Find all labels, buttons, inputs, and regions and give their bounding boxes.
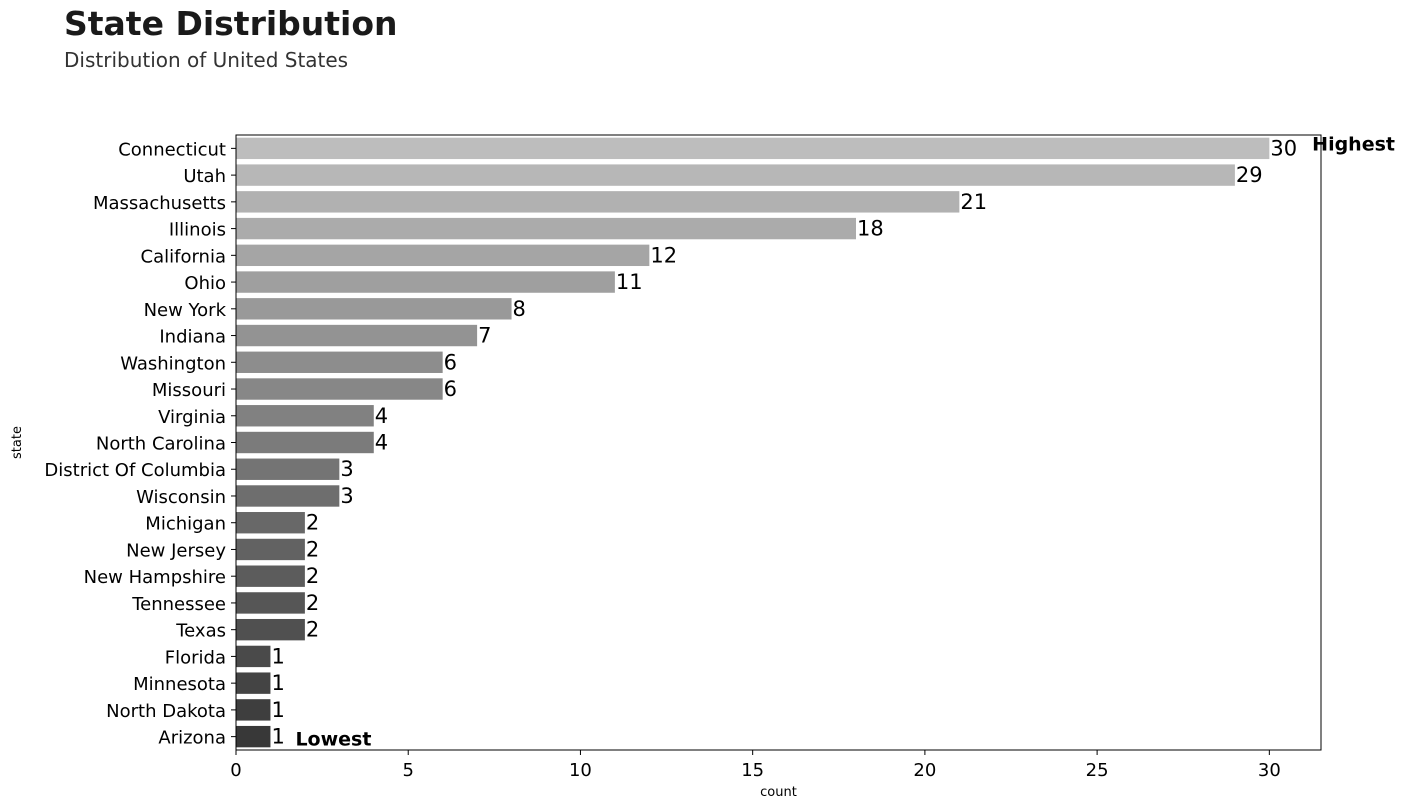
bar (236, 217, 856, 240)
x-axis-label: count (760, 785, 797, 800)
annotation-highest: Highest (1312, 133, 1395, 155)
y-tick-label: Massachusetts (93, 193, 226, 214)
bar-value-label: 2 (306, 511, 319, 535)
bar (236, 485, 340, 507)
x-tick-label: 25 (1086, 760, 1109, 781)
x-tick-label: 5 (402, 760, 413, 781)
bar-value-label: 3 (340, 484, 353, 508)
bar (236, 725, 271, 748)
y-tick-label: Virginia (158, 407, 226, 428)
bar (236, 164, 1235, 186)
bar (236, 699, 271, 721)
bar-value-label: 30 (1270, 136, 1297, 160)
y-tick-label: Connecticut (118, 139, 226, 160)
x-tick-label: 30 (1258, 760, 1281, 781)
bar-value-label: 12 (650, 243, 677, 267)
y-tick-label: Minnesota (133, 674, 226, 695)
y-tick-label: Arizona (158, 728, 226, 749)
bar-value-label: 4 (375, 431, 388, 455)
bar (236, 378, 443, 400)
bar (236, 512, 305, 534)
bar-value-label: 3 (340, 457, 353, 481)
y-tick-label: North Dakota (106, 701, 226, 722)
plot-frame (235, 134, 1322, 751)
bar-value-label: 6 (444, 377, 457, 401)
bar-value-label: 2 (306, 591, 319, 615)
bar-value-label: 1 (271, 725, 284, 749)
bar-value-label: 1 (271, 671, 284, 695)
bar-value-label: 18 (857, 217, 884, 241)
bars-group (236, 137, 1270, 748)
bar (236, 618, 305, 641)
y-tick-label: New York (144, 300, 227, 321)
y-tick-label: Wisconsin (136, 487, 226, 508)
bar-value-label: 29 (1236, 163, 1263, 187)
x-axis-ticks: 0 5 10 15 20 25 30 (230, 750, 1281, 781)
y-tick-label: Michigan (145, 514, 226, 535)
y-tick-label: Missouri (152, 380, 226, 401)
bar (236, 351, 443, 373)
bar (236, 431, 374, 454)
bar (236, 191, 960, 213)
y-tick-label: Texas (175, 621, 226, 642)
bar (236, 324, 478, 347)
bar (236, 298, 512, 320)
x-tick-label: 15 (741, 760, 764, 781)
bar (236, 458, 340, 480)
bar (236, 405, 374, 427)
y-tick-label: Utah (183, 166, 226, 187)
bar (236, 538, 305, 561)
bar (236, 592, 305, 614)
bar-value-label: 8 (513, 297, 526, 321)
bar (236, 271, 615, 293)
bar-value-label: 4 (375, 404, 388, 428)
bar-value-label: 6 (444, 350, 457, 374)
bar (236, 565, 305, 587)
y-tick-label: Washington (120, 353, 226, 374)
y-tick-label: New Hampshire (84, 567, 226, 588)
x-tick-label: 0 (230, 760, 241, 781)
chart-title: State Distribution (64, 4, 398, 43)
y-tick-label: District Of Columbia (44, 460, 226, 481)
y-tick-label: Illinois (169, 220, 226, 241)
bar (236, 137, 1270, 160)
annotation-lowest: Lowest (295, 729, 371, 751)
bar (236, 244, 650, 267)
bar-value-label: 1 (271, 698, 284, 722)
bar-value-label: 2 (306, 564, 319, 588)
bar-value-label: 1 (271, 644, 284, 668)
chart-subtitle: Distribution of United States (64, 48, 349, 72)
y-axis-ticks: Connecticut Utah Massachusetts Illinois Cali… (44, 139, 236, 749)
bar (236, 672, 271, 694)
y-tick-label: California (141, 246, 226, 267)
y-tick-label: Ohio (184, 273, 226, 294)
bar-value-label: 21 (960, 190, 987, 214)
y-tick-label: New Jersey (126, 540, 226, 561)
y-tick-label: North Carolina (96, 434, 226, 455)
bar (236, 645, 271, 668)
bar-value-label: 11 (616, 270, 643, 294)
bar-value-label: 2 (306, 618, 319, 642)
x-tick-label: 10 (569, 760, 592, 781)
y-tick-label: Indiana (159, 327, 226, 348)
y-tick-label: Tennessee (131, 594, 226, 615)
bar-value-label: 7 (478, 324, 491, 348)
y-axis-label: state (10, 426, 25, 459)
annotations-group: Highest Lowest (295, 133, 1395, 750)
x-tick-label: 20 (913, 760, 936, 781)
bar-value-label: 2 (306, 537, 319, 561)
y-tick-label: Florida (165, 647, 226, 668)
